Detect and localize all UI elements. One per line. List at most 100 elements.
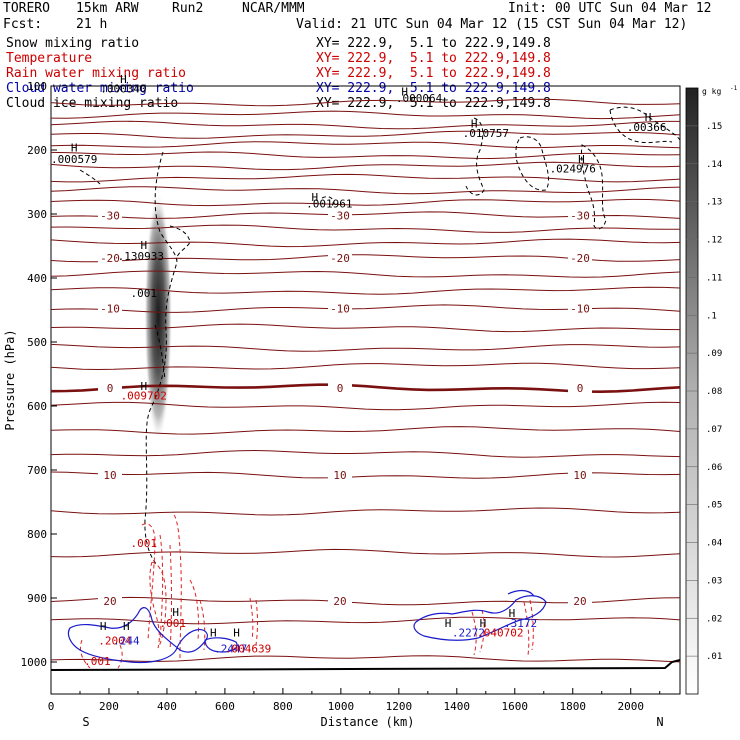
isotherm-line xyxy=(50,616,681,625)
y-tick-label: 800 xyxy=(27,528,47,541)
colorbar-tick-label: .02 xyxy=(706,614,722,624)
x-tick-label: 1800 xyxy=(560,700,587,713)
ice-contour xyxy=(321,196,334,207)
isotherm-line xyxy=(50,401,681,411)
y-axis-label: Pressure (hPa) xyxy=(3,329,17,430)
colorbar-tick-label: .05 xyxy=(706,501,722,511)
value-annotation: .001 xyxy=(84,655,111,668)
h-marker: H xyxy=(445,617,452,630)
cloud-water-contour xyxy=(204,637,238,653)
isotherm-label: -20 xyxy=(570,252,590,265)
x-tick-label: 2000 xyxy=(617,700,644,713)
x-tick-label: 1000 xyxy=(328,700,355,713)
colorbar-tick-label: .14 xyxy=(706,160,722,170)
value-annotation: .010757 xyxy=(463,127,509,140)
isotherm-label-bg xyxy=(98,382,122,394)
value-annotation: .130933 xyxy=(118,250,164,263)
header-valid: Valid: 21 UTC Sun 04 Mar 12 (15 CST Sun … xyxy=(296,17,688,32)
isotherm-label-bg xyxy=(568,302,592,314)
field-name-cloud-water: Cloud water mixing ratio xyxy=(6,81,194,96)
ice-contour xyxy=(609,106,681,144)
colorbar-tick-label: .11 xyxy=(706,273,722,283)
isotherm-label-bg xyxy=(98,302,122,314)
ice-contour xyxy=(515,136,549,191)
header-fcst-label: Fcst: xyxy=(3,17,43,32)
isotherm-label: -20 xyxy=(330,252,350,265)
isotherm-label-bg xyxy=(98,595,122,607)
rain-contour xyxy=(141,523,164,641)
isotherm-label: 0 xyxy=(107,382,114,395)
ice-contour xyxy=(581,144,607,230)
colorbar-unit-exponent: -1 xyxy=(730,85,738,92)
ground-line xyxy=(50,659,681,671)
isotherm-label-bg xyxy=(328,252,352,264)
isotherm-label-bg xyxy=(328,595,352,607)
isotherm-line xyxy=(50,270,681,278)
value-annotation: .001 xyxy=(131,287,158,300)
north-label: N xyxy=(656,715,663,729)
value-annotation: .2004 xyxy=(98,635,131,648)
y-tick-label: 600 xyxy=(27,400,47,413)
south-label: S xyxy=(82,715,89,729)
value-annotation: .000340 xyxy=(100,82,146,95)
h-marker: H xyxy=(578,153,585,166)
isotherm-line xyxy=(50,141,681,149)
isotherm-label: -20 xyxy=(100,252,120,265)
isotherm-label-bg xyxy=(568,595,592,607)
rain-contour xyxy=(249,597,258,646)
colorbar-tick-label: .12 xyxy=(706,236,722,246)
isotherm-label: -10 xyxy=(570,303,590,316)
x-tick-label: 600 xyxy=(215,700,235,713)
value-annotation: .040702 xyxy=(477,626,523,639)
y-tick-label: 200 xyxy=(27,144,47,157)
isotherm-line xyxy=(50,362,681,371)
isotherm-label: -30 xyxy=(100,209,120,222)
value-annotation: .001 xyxy=(131,537,158,550)
isotherm-label: 0 xyxy=(337,382,344,395)
value-annotation: .024976 xyxy=(550,162,596,175)
isotherm-line xyxy=(50,186,681,195)
x-tick-label: 800 xyxy=(273,700,293,713)
isotherm-line xyxy=(50,426,681,435)
y-tick-label: 300 xyxy=(27,208,47,221)
x-tick-label: 0 xyxy=(48,700,55,713)
colorbar-tick-label: .04 xyxy=(706,539,722,549)
x-tick-label: 200 xyxy=(99,700,119,713)
value-annotation: .001 xyxy=(159,617,186,630)
isotherm-line xyxy=(50,224,681,233)
x-tick-label: 400 xyxy=(157,700,177,713)
isotherm-label: 10 xyxy=(573,469,586,482)
cloud-water-contour xyxy=(507,589,535,597)
isotherm-label-bg xyxy=(98,469,122,481)
cloud-water-contour xyxy=(413,595,547,641)
isotherm-label-bg xyxy=(328,302,352,314)
y-tick-label: 1000 xyxy=(21,656,48,669)
x-tick-label: 1400 xyxy=(444,700,471,713)
y-tick-label: 500 xyxy=(27,336,47,349)
isotherm-line xyxy=(50,286,681,295)
isotherm-label-bg xyxy=(568,209,592,221)
h-marker: H xyxy=(210,626,217,639)
value-annotation: .3172 xyxy=(504,617,537,630)
isotherm-line xyxy=(50,507,681,516)
isotherm-line xyxy=(50,110,681,120)
y-tick-label: 400 xyxy=(27,272,47,285)
header-model: TORERO xyxy=(3,1,50,16)
header-run: Run2 xyxy=(172,1,204,16)
isotherm-label: 20 xyxy=(573,595,586,608)
h-marker: H xyxy=(120,73,127,86)
h-marker: H xyxy=(233,626,240,639)
isotherm-label-bg xyxy=(328,469,352,481)
colorbar-unit: g kg xyxy=(702,87,721,96)
x-tick-label: 1600 xyxy=(502,700,529,713)
isotherm-label: -30 xyxy=(570,209,590,222)
isotherm-label: 20 xyxy=(333,595,346,608)
h-marker: H xyxy=(172,606,179,619)
isotherm-label: -10 xyxy=(100,303,120,316)
isotherm-line xyxy=(50,655,681,663)
isotherm-label-bg xyxy=(568,382,592,394)
field-name-temperature: Temperature xyxy=(6,51,93,66)
colorbar-tick-label: .08 xyxy=(706,387,722,397)
h-marker: H xyxy=(645,111,652,124)
